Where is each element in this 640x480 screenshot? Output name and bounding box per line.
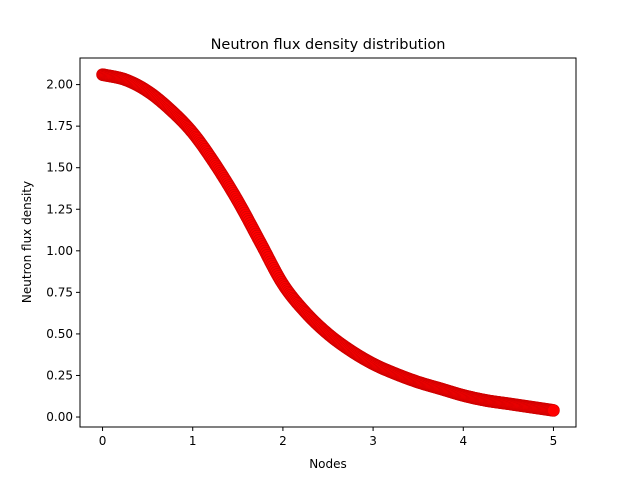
y-tick-label: 1.75 [46, 119, 73, 133]
x-tick-label: 1 [189, 434, 197, 448]
x-tick-label: 5 [550, 434, 558, 448]
data-points [96, 68, 560, 417]
y-tick-label: 0.25 [46, 368, 73, 382]
x-tick-label: 2 [279, 434, 287, 448]
y-tick-label: 1.50 [46, 161, 73, 175]
chart-title: Neutron flux density distribution [211, 37, 446, 53]
plot-area [80, 58, 576, 427]
x-tick-label: 4 [459, 434, 467, 448]
y-tick-label: 0.50 [46, 327, 73, 341]
y-axis-label: Neutron flux density [20, 181, 34, 303]
y-tick-label: 1.00 [46, 244, 73, 258]
y-tick-label: 0.00 [46, 410, 73, 424]
x-tick-label: 3 [369, 434, 377, 448]
data-point [547, 404, 560, 417]
y-tick-label: 1.25 [46, 202, 73, 216]
y-tick-label: 2.00 [46, 78, 73, 92]
y-tick-label: 0.75 [46, 285, 73, 299]
y-axis-ticks: 0.00 0.25 0.50 0.75 1.00 1.25 1.50 1.75 2.00 [46, 78, 80, 424]
plot-frame [79, 57, 577, 428]
x-axis-label: Nodes [309, 457, 347, 471]
x-tick-label: 0 [99, 434, 107, 448]
x-axis-ticks: 0 1 2 3 4 5 [99, 427, 558, 448]
